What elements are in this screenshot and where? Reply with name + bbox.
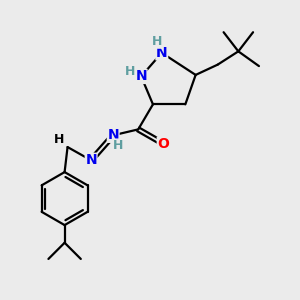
Text: H: H: [125, 65, 135, 79]
Text: N: N: [85, 153, 97, 167]
Text: N: N: [156, 46, 168, 60]
Text: N: N: [107, 128, 119, 142]
Text: H: H: [53, 133, 64, 146]
Text: H: H: [152, 35, 163, 48]
Text: O: O: [157, 137, 169, 151]
Text: N: N: [135, 69, 147, 83]
Text: H: H: [112, 139, 123, 152]
